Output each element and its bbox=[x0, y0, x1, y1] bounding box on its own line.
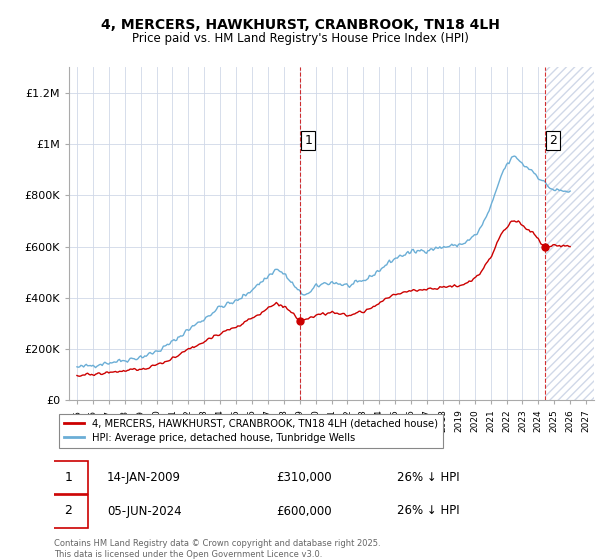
Text: 05-JUN-2024: 05-JUN-2024 bbox=[107, 505, 181, 517]
Text: 2: 2 bbox=[65, 505, 73, 517]
FancyBboxPatch shape bbox=[49, 495, 88, 528]
Text: Contains HM Land Registry data © Crown copyright and database right 2025.
This d: Contains HM Land Registry data © Crown c… bbox=[54, 539, 380, 559]
Text: 26% ↓ HPI: 26% ↓ HPI bbox=[397, 471, 460, 484]
Text: 2: 2 bbox=[549, 134, 557, 147]
Text: 1: 1 bbox=[65, 471, 73, 484]
Text: 26% ↓ HPI: 26% ↓ HPI bbox=[397, 505, 460, 517]
Legend: 4, MERCERS, HAWKHURST, CRANBROOK, TN18 4LH (detached house), HPI: Average price,: 4, MERCERS, HAWKHURST, CRANBROOK, TN18 4… bbox=[59, 414, 443, 448]
Text: 1: 1 bbox=[304, 134, 312, 147]
FancyBboxPatch shape bbox=[49, 461, 88, 494]
Text: 14-JAN-2009: 14-JAN-2009 bbox=[107, 471, 181, 484]
Text: 4, MERCERS, HAWKHURST, CRANBROOK, TN18 4LH: 4, MERCERS, HAWKHURST, CRANBROOK, TN18 4… bbox=[101, 18, 499, 32]
Text: £600,000: £600,000 bbox=[276, 505, 331, 517]
Text: £310,000: £310,000 bbox=[276, 471, 331, 484]
Text: Price paid vs. HM Land Registry's House Price Index (HPI): Price paid vs. HM Land Registry's House … bbox=[131, 32, 469, 45]
